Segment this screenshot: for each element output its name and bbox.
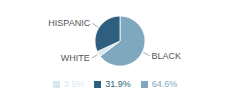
html-text:64.6%: 64.6% — [151, 79, 178, 89]
html-text:3.5%: 3.5% — [63, 79, 85, 89]
svg-text:BLACK: BLACK — [152, 51, 182, 61]
svg-text:HISPANIC: HISPANIC — [48, 18, 90, 28]
html-text:31.9%: 31.9% — [105, 79, 131, 89]
svg-text:WHITE: WHITE — [61, 53, 90, 63]
